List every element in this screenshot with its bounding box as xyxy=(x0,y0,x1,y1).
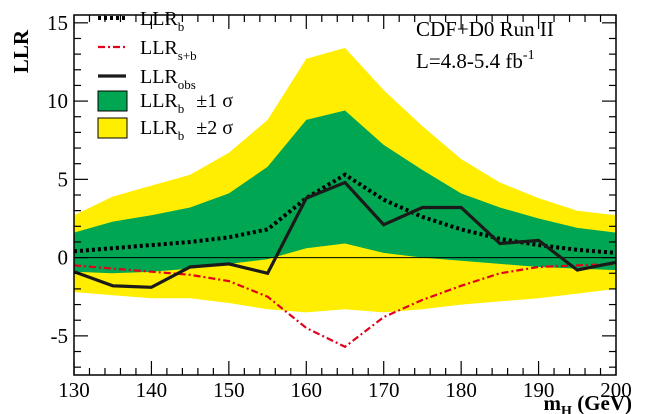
x-tick-label: 180 xyxy=(445,378,477,402)
llr-obs-line xyxy=(74,180,616,289)
plot-area xyxy=(74,47,616,349)
svg-text:LLRs+b: LLRs+b xyxy=(140,37,197,63)
svg-text:LLRb: LLRb xyxy=(140,8,184,34)
legend-llr-sb: LLRs+b xyxy=(98,37,197,63)
y-tick-label: 10 xyxy=(47,89,68,113)
axis-ticks: 130 140 150 160 170 180 190 200 -5 0 5 10 15 xyxy=(47,11,632,402)
llr-b-line xyxy=(74,172,616,255)
annotation: CDF+D0 Run II L=4.8-5.4 fb-1 xyxy=(416,17,554,73)
y-tick-label: 0 xyxy=(58,246,69,270)
x-tick-label: 190 xyxy=(523,378,555,402)
legend-llr-obs: LLRobs xyxy=(98,66,196,92)
x-tick-label: 140 xyxy=(136,378,168,402)
legend-band1: LLRb ±1 σ xyxy=(97,90,233,116)
svg-text:LLRb±2 σ: LLRb ±2 σ xyxy=(140,117,233,143)
x-tick-label: 150 xyxy=(213,378,245,402)
legend-band1-swatch xyxy=(97,90,128,112)
legend-llr-b: LLRb xyxy=(98,8,184,34)
y-axis-title: LLR xyxy=(9,29,33,73)
x-tick-label: 160 xyxy=(291,378,323,402)
y-tick-label: -5 xyxy=(51,324,69,348)
y-tick-label: 15 xyxy=(47,11,68,35)
legend: LLRb LLRs+b LLRobs LLRb ±1 σ LLRb ±2 σ xyxy=(97,8,233,143)
llr-sb-line xyxy=(74,262,616,349)
annotation-line1: CDF+D0 Run II xyxy=(416,17,554,41)
x-tick-label: 130 xyxy=(58,378,90,402)
x-tick-label: 200 xyxy=(600,378,632,402)
legend-band2-swatch xyxy=(97,117,128,139)
legend-band2: LLRb ±2 σ xyxy=(97,117,233,143)
x-tick-label: 170 xyxy=(368,378,400,402)
y-tick-label: 5 xyxy=(58,167,69,191)
svg-text:LLRobs: LLRobs xyxy=(140,66,196,92)
annotation-line2: L=4.8-5.4 fb-1 xyxy=(416,48,535,73)
svg-text:LLRb±1 σ: LLRb ±1 σ xyxy=(140,90,233,116)
x-axis-title: mH (GeV) xyxy=(544,391,632,414)
